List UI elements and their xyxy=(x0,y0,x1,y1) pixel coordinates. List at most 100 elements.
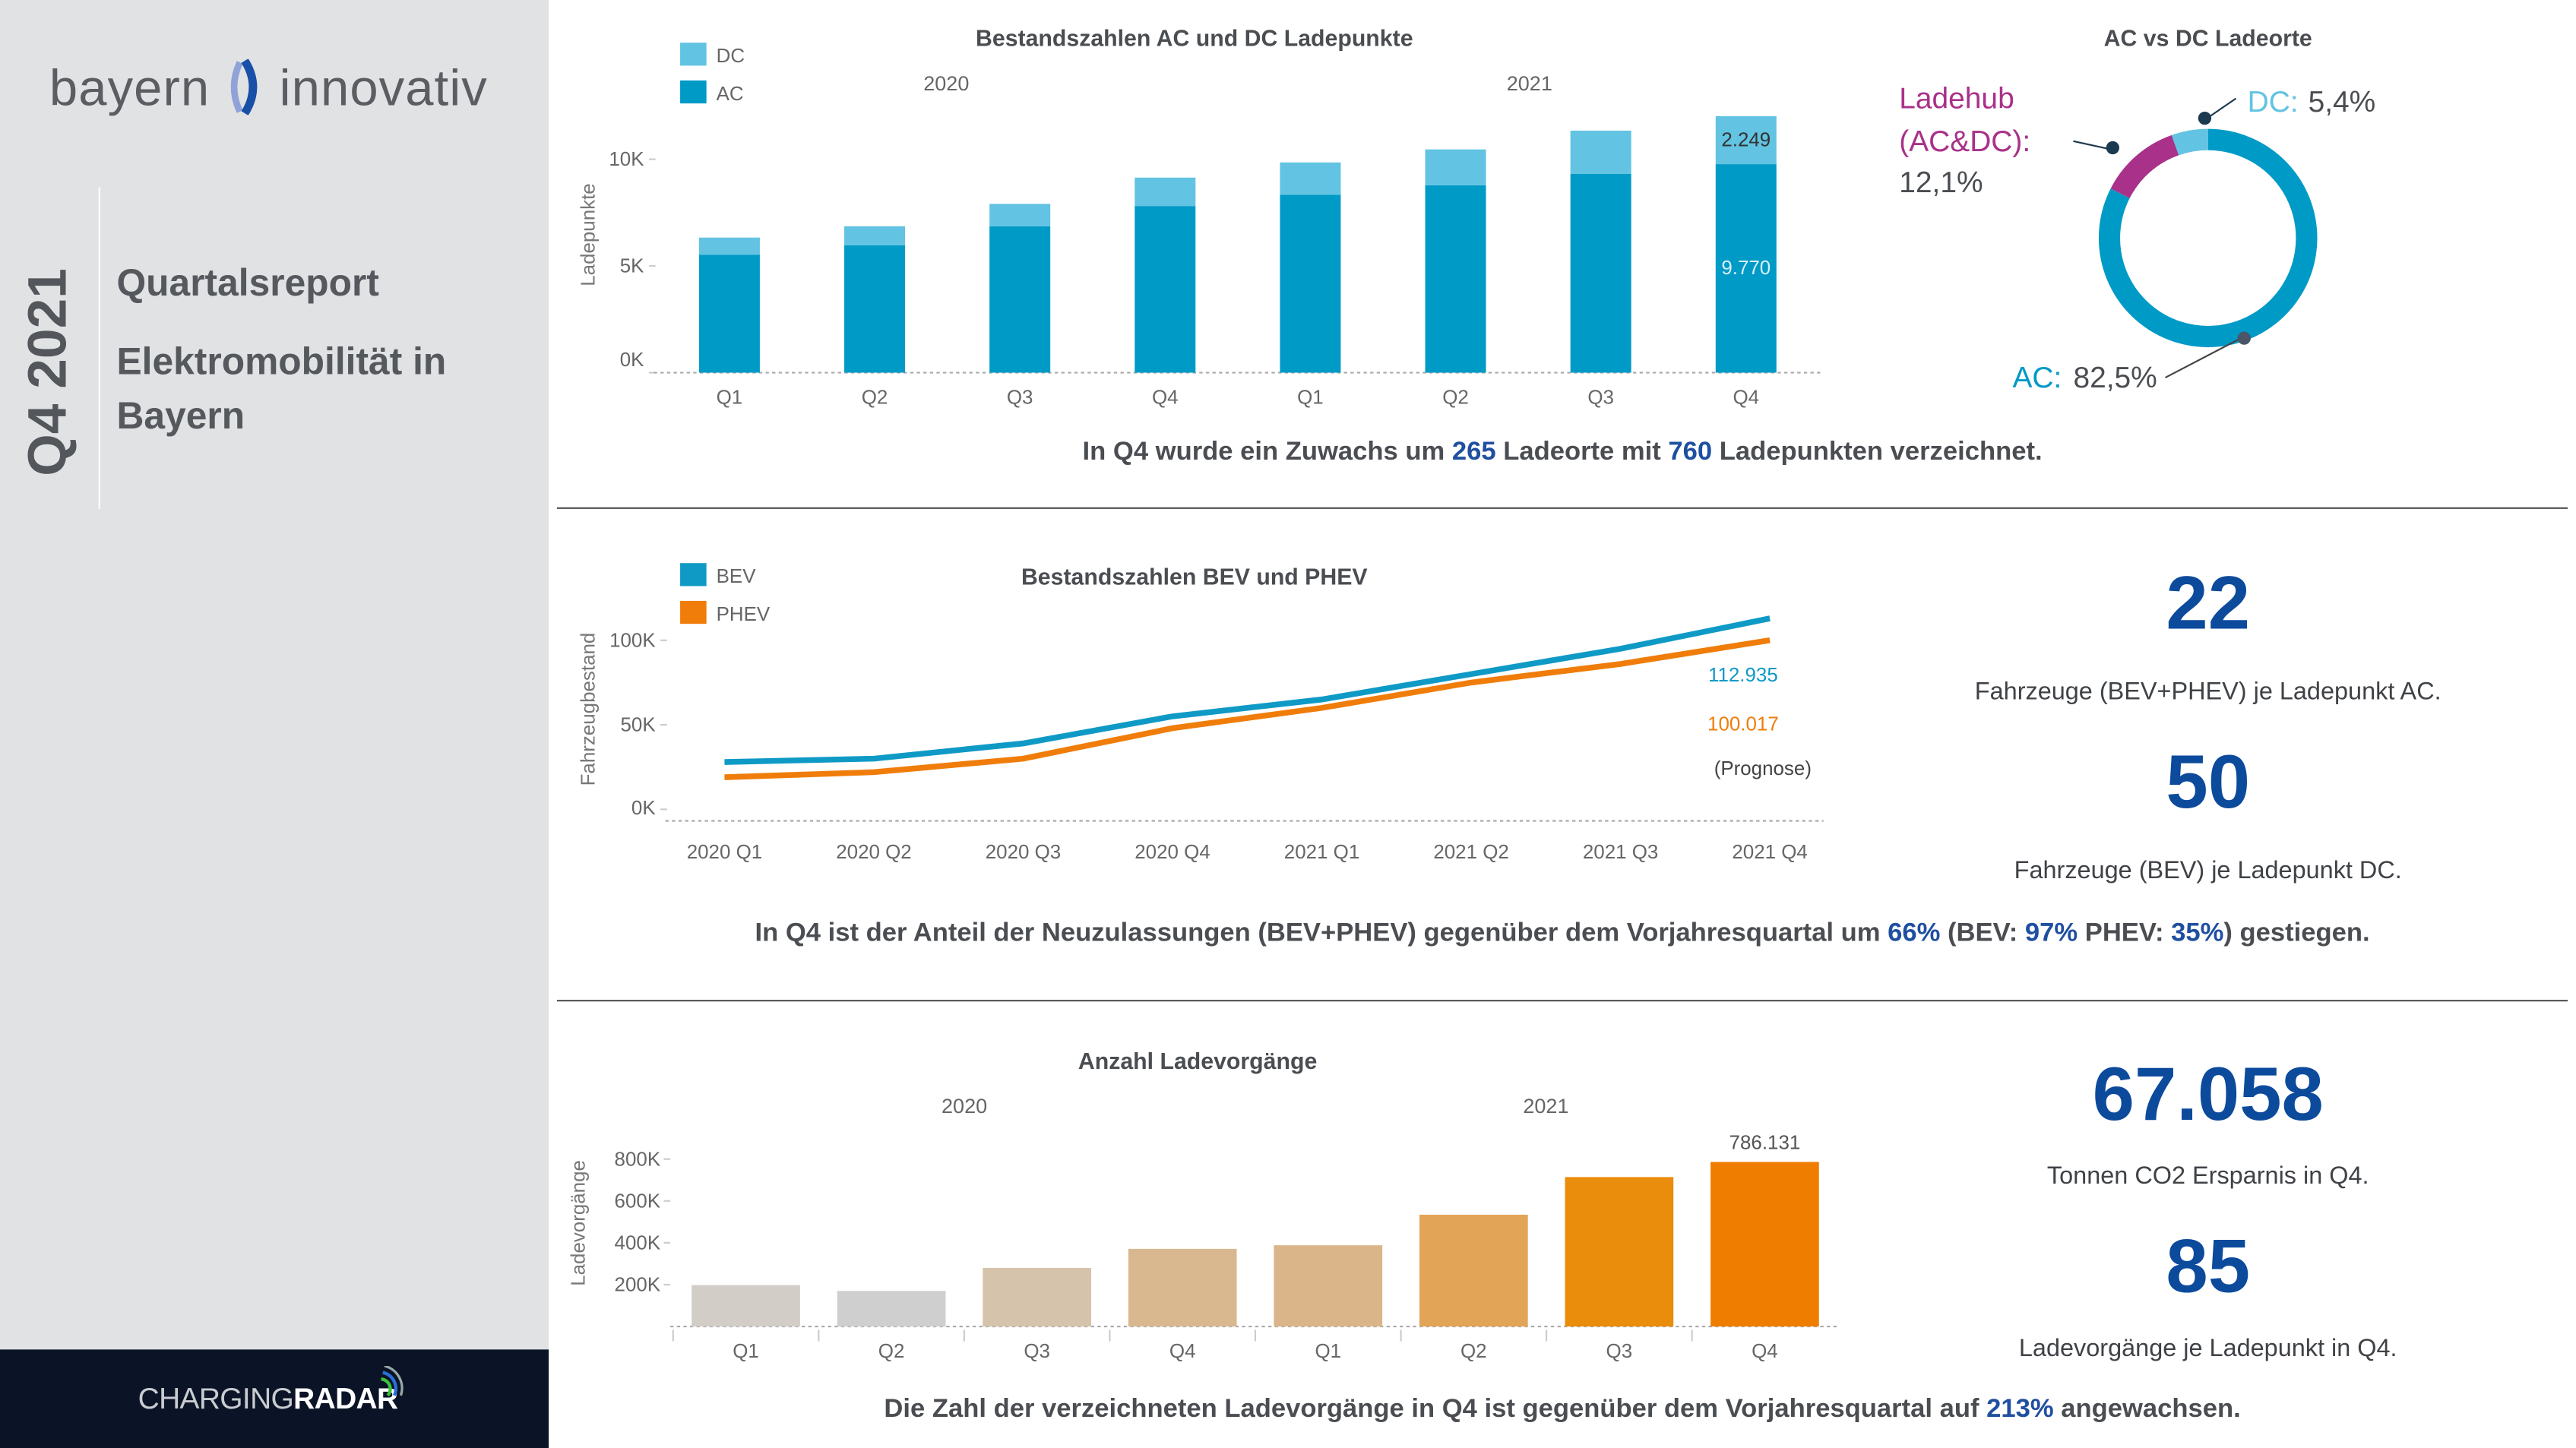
x-tick-label: Q2 xyxy=(1442,387,1469,409)
section-divider xyxy=(556,1000,2568,1002)
logo-text-b: RADAR xyxy=(293,1382,398,1415)
fahrzeug-line-chart: Bestandszahlen BEV und PHEV BEV PHEV Fahrze… xyxy=(578,563,1824,863)
year-label: 2021 xyxy=(1523,1095,1568,1118)
bar-ac xyxy=(1280,194,1341,373)
slice-value-hub: 12,1% xyxy=(1899,166,1983,199)
x-tick-label: Q4 xyxy=(1733,387,1759,409)
y-tick-label: 5K xyxy=(620,256,644,277)
x-tick-label: Q3 xyxy=(1024,1341,1050,1362)
kpi-value: 50 xyxy=(2166,738,2251,824)
bar-dc xyxy=(844,226,906,245)
bar-dc xyxy=(1570,130,1631,174)
bar-dc xyxy=(1715,115,1777,165)
chargingradar-footer: CHARGINGRADAR xyxy=(0,1349,549,1448)
sidebar: bayern innovativ Q4 2021 Quartalsreport … xyxy=(0,0,549,1350)
x-tick-label: 2021 Q4 xyxy=(1732,842,1807,863)
x-tick-label: 2020 Q4 xyxy=(1135,842,1210,863)
bar-ac xyxy=(1135,206,1196,373)
y-tick-label: 0K xyxy=(620,349,644,371)
legend-swatch-ac xyxy=(680,80,707,104)
section-divider xyxy=(556,507,2568,509)
caption-neuzulassungen: In Q4 ist der Anteil der Neuzulassungen … xyxy=(755,919,2370,947)
bar xyxy=(1128,1248,1237,1327)
leader-line xyxy=(2073,140,2112,150)
report-title: Quartalsreport xyxy=(116,261,379,304)
y-tick-label: 600K xyxy=(615,1190,661,1212)
x-tick-label: Q1 xyxy=(733,1341,759,1362)
x-tick-label: Q4 xyxy=(1752,1341,1778,1362)
bar xyxy=(983,1267,1092,1327)
y-tick-label: 200K xyxy=(615,1275,661,1296)
radar-waves-icon xyxy=(381,1365,403,1397)
chargingradar-logo: CHARGINGRADAR xyxy=(138,1365,403,1417)
kpi-value: 67.058 xyxy=(2092,1051,2324,1137)
bar-dc xyxy=(1280,162,1341,195)
forecast-note: (Prognose) xyxy=(1714,758,1812,779)
bar-ac xyxy=(1570,173,1631,373)
x-tick-label: Q3 xyxy=(1587,387,1614,409)
bar xyxy=(1419,1214,1528,1327)
x-tick-label: Q2 xyxy=(862,387,888,409)
ladeorte-donut-chart: AC vs DC Ladeorte AC: 82,5% Ladehub (AC&DC):… xyxy=(1899,27,2375,394)
data-label-dc: 2.249 xyxy=(1721,129,1771,150)
y-tick-label: 400K xyxy=(615,1233,661,1254)
legend-swatch-dc xyxy=(680,43,707,66)
bar xyxy=(1710,1162,1819,1327)
donut-slice xyxy=(2110,134,2179,199)
logo-text-right: innovativ xyxy=(279,58,488,117)
chart-title: Bestandszahlen BEV und PHEV xyxy=(1021,564,1368,590)
x-tick-label: 2021 Q1 xyxy=(1284,842,1359,863)
bar-dc xyxy=(1425,149,1486,185)
bar xyxy=(837,1291,946,1327)
data-label-ac: 9.770 xyxy=(1721,258,1771,279)
data-label-last: 786.131 xyxy=(1729,1133,1801,1154)
legend-swatch-bev xyxy=(680,563,707,586)
x-tick-label: 2020 Q3 xyxy=(986,842,1061,863)
kpi-label: Fahrzeuge (BEV) je Ladepunkt DC. xyxy=(2014,857,2402,885)
donut-slice xyxy=(2171,128,2209,156)
caption-ladepunkte: In Q4 wurde ein Zuwachs um 265 Ladeorte … xyxy=(1082,438,2043,466)
year-label: 2021 xyxy=(1507,72,1552,95)
report-subtitle-line1: Elektromobilität in xyxy=(116,340,447,383)
kpi-label: Ladevorgänge je Ladepunkt in Q4. xyxy=(2018,1334,2397,1363)
logo-chevron-icon xyxy=(230,58,258,115)
report-subtitle-line2: Bayern xyxy=(116,394,245,437)
x-tick-label: 2021 Q3 xyxy=(1583,842,1658,863)
donut-slice xyxy=(2099,128,2318,348)
x-tick-label: Q4 xyxy=(1152,387,1179,409)
x-tick-label: Q1 xyxy=(1315,1341,1341,1362)
kpi-label: Tonnen CO2 Ersparnis in Q4. xyxy=(2046,1162,2369,1190)
slice-value-dc: 5,4% xyxy=(2309,86,2376,119)
x-tick-label: Q2 xyxy=(1460,1341,1487,1362)
y-tick-label: 100K xyxy=(609,630,656,651)
logo-text-a: CHARGING xyxy=(138,1382,294,1415)
leader-line xyxy=(2165,337,2242,378)
legend-label-dc: DC xyxy=(717,46,745,67)
x-tick-label: 2020 Q2 xyxy=(836,842,911,863)
y-tick-label: 50K xyxy=(621,715,656,736)
bar-dc xyxy=(698,237,760,255)
kpi-label: Fahrzeuge (BEV+PHEV) je Ladepunkt AC. xyxy=(1974,678,2442,707)
bar-ac xyxy=(1425,185,1486,373)
slice-name-ac: AC: xyxy=(2012,362,2062,394)
line-bev xyxy=(724,615,1771,765)
y-tick-label: 800K xyxy=(615,1149,661,1170)
legend-label-phev: PHEV xyxy=(717,604,771,625)
bar xyxy=(691,1285,800,1327)
bar-ac xyxy=(1715,164,1777,373)
chart-title: Anzahl Ladevorgänge xyxy=(1078,1049,1317,1074)
ladevorgaenge-bar-chart: Anzahl Ladevorgänge 2020 2021 Ladevorgänge 2… xyxy=(568,1049,1837,1362)
year-label: 2020 xyxy=(941,1095,987,1118)
y-tick-label: 0K xyxy=(631,798,656,819)
leader-dot xyxy=(2198,111,2212,125)
x-tick-label: Q1 xyxy=(717,387,743,409)
data-label-phev: 100.017 xyxy=(1707,714,1779,735)
y-axis-label: Ladepunkte xyxy=(578,183,600,286)
caption-ladevorgaenge: Die Zahl der verzeichneten Ladevorgänge … xyxy=(884,1395,2241,1424)
legend-label-ac: AC xyxy=(717,84,744,105)
ladepunkte-bar-chart: Bestandszahlen AC und DC Ladepunkte DC AC 2… xyxy=(578,27,1824,409)
slice-name-hub: (AC&DC): xyxy=(1899,125,2030,158)
bar-ac xyxy=(698,255,760,373)
